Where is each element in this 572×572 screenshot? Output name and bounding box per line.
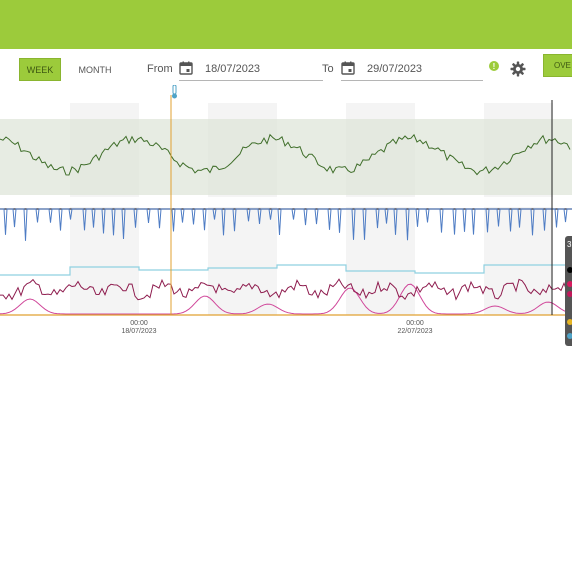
calendar-icon[interactable]	[179, 61, 193, 75]
legend-dot[interactable]	[567, 281, 572, 287]
from-label: From	[147, 63, 173, 75]
legend-count: 3	[567, 240, 572, 249]
from-date-field[interactable]: 18/07/2023	[179, 59, 323, 81]
to-date-value: 29/07/2023	[367, 63, 423, 75]
from-date-value: 18/07/2023	[205, 63, 261, 75]
month-button[interactable]: MONTH	[78, 64, 112, 75]
x-tick-label: 00:00	[406, 320, 424, 327]
alert-icon[interactable]: !	[489, 61, 499, 71]
x-tick-label: 00:00	[130, 320, 148, 327]
week-button[interactable]: WEEK	[19, 58, 61, 81]
timeline-chart[interactable]: 00:00 18/07/2023 00:00 22/07/2023	[0, 85, 572, 345]
x-tick-label: 22/07/2023	[397, 328, 432, 335]
series-legend-panel[interactable]: 3	[565, 236, 572, 346]
calendar-icon[interactable]	[341, 61, 355, 75]
cyan-series-line	[0, 264, 572, 276]
legend-dot[interactable]	[567, 333, 572, 339]
app-header-bar	[0, 0, 572, 49]
overview-button[interactable]: OVE	[543, 54, 572, 77]
legend-dot[interactable]	[567, 319, 572, 325]
crimson-series-line	[0, 278, 571, 301]
panel-separator	[0, 197, 572, 207]
to-date-field[interactable]: 29/07/2023	[341, 59, 483, 81]
legend-dot[interactable]	[567, 267, 572, 273]
gear-icon[interactable]	[510, 61, 526, 77]
x-tick-label: 18/07/2023	[121, 328, 156, 335]
legend-dot[interactable]	[567, 291, 572, 297]
x-tick-1: 00:00 22/07/2023	[397, 320, 432, 335]
comfort-band	[0, 119, 572, 195]
x-tick-0: 00:00 18/07/2023	[121, 320, 156, 335]
thermometer-icon[interactable]	[172, 85, 177, 99]
magenta-series-line	[0, 283, 571, 315]
date-range-toolbar: WEEK MONTH From 18/07/2023 To 29/07/2023…	[0, 52, 572, 88]
temperature-series-line	[0, 133, 571, 176]
to-label: To	[322, 63, 334, 75]
blue-series-line	[0, 208, 572, 241]
